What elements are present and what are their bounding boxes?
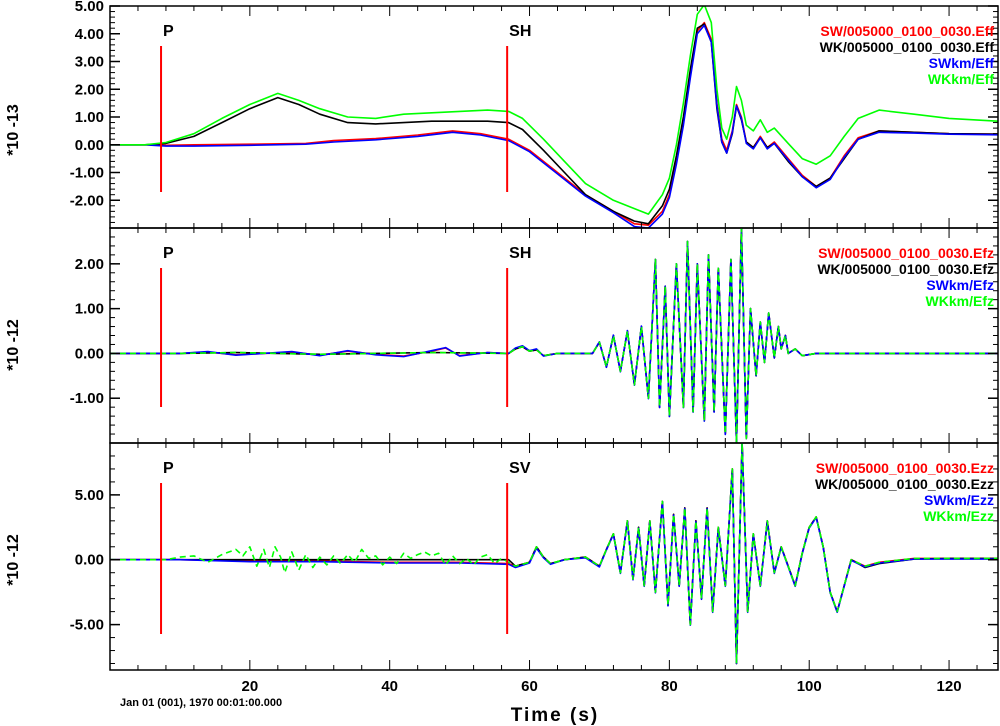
y-tick-label: -1.00 xyxy=(70,165,104,182)
legend-entry: SWkm/Efz xyxy=(926,277,994,293)
panel-ezz: P SV -5.00 0.00 5.00 *10 -12 SW/005000_0100_00… xyxy=(5,442,999,671)
legend-entry: SW/005000_0100_0030.Eff xyxy=(820,23,994,39)
y-tick-label: -2.00 xyxy=(70,192,104,209)
panel-traces xyxy=(110,443,998,665)
y-tick-label: 1.00 xyxy=(75,301,104,318)
y-axis-label: *10 -12 xyxy=(5,534,22,586)
series-line-wkkm-ezz xyxy=(110,443,998,665)
legend-entry: SW/005000_0100_0030.Efz xyxy=(818,245,994,261)
y-axis-label: *10 -13 xyxy=(5,104,22,156)
legend-entry: WKkm/Eff xyxy=(928,71,994,87)
y-axis-label: *10 -12 xyxy=(5,319,22,371)
x-tick-label: 60 xyxy=(521,678,538,695)
y-tick-label: 1.00 xyxy=(75,109,104,126)
y-tick-label: 4.00 xyxy=(75,26,104,43)
x-tick-label: 20 xyxy=(241,678,258,695)
series-line-wkkm-eff xyxy=(110,6,998,215)
y-tick-label: -1.00 xyxy=(70,390,104,407)
phase-label-sh: SH xyxy=(509,23,531,40)
panels-layer: P SH -2.00 -1.00 0.00 1.00 2.00 3.00 4.00 5.00 *10… xyxy=(5,0,999,671)
legend-entry: SWkm/Ezz xyxy=(924,492,994,508)
phase-label-sh: SH xyxy=(509,245,531,262)
y-tick-label: 0.00 xyxy=(75,137,104,154)
phase-label-p: P xyxy=(163,23,174,40)
panel-eff: P SH -2.00 -1.00 0.00 1.00 2.00 3.00 4.00 5.00 *10… xyxy=(5,0,999,229)
x-axis: 20 40 60 80 100 120 xyxy=(241,678,961,695)
panel-traces xyxy=(110,228,998,443)
panel-traces xyxy=(110,6,998,228)
y-tick-label: 5.00 xyxy=(75,0,104,15)
legend-entry: WK/005000_0100_0030.Eff xyxy=(820,39,995,55)
y-tick-label: 3.00 xyxy=(75,54,104,71)
x-axis-label: Time (s) xyxy=(511,705,600,726)
legend-entry: WK/005000_0100_0030.Efz xyxy=(817,261,994,277)
legend-entry: SWkm/Eff xyxy=(929,55,995,71)
x-tick-label: 40 xyxy=(381,678,398,695)
y-tick-label: 0.00 xyxy=(75,552,104,569)
legend-entry: WKkm/Ezz xyxy=(923,508,994,524)
phase-label-p: P xyxy=(163,245,174,262)
x-tick-label: 100 xyxy=(797,678,822,695)
legend-entry: WKkm/Efz xyxy=(926,293,994,309)
phase-label-sv: SV xyxy=(509,460,531,477)
y-tick-label: 5.00 xyxy=(75,487,104,504)
y-tick-label: 2.00 xyxy=(75,81,104,98)
y-tick-label: -5.00 xyxy=(70,617,104,634)
series-line-wkkm-efz xyxy=(110,228,998,443)
panel-frame xyxy=(109,442,999,671)
date-label: Jan 01 (001), 1970 00:01:00.000 xyxy=(120,697,282,709)
y-tick-label: 0.00 xyxy=(75,345,104,362)
x-tick-label: 80 xyxy=(661,678,678,695)
legend-entry: WK/005000_0100_0030.Ezz xyxy=(815,476,994,492)
legend-entry: SW/005000_0100_0030.Ezz xyxy=(816,460,994,476)
y-tick-label: 2.00 xyxy=(75,256,104,273)
phase-label-p: P xyxy=(163,460,174,477)
series-line-swkm-eff xyxy=(110,24,998,228)
x-tick-label: 120 xyxy=(937,678,962,695)
